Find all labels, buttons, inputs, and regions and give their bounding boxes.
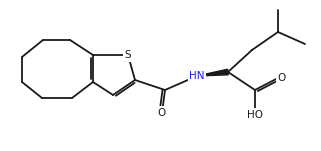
- Text: O: O: [158, 108, 166, 118]
- Text: O: O: [278, 73, 286, 83]
- Text: HN: HN: [189, 71, 205, 81]
- Polygon shape: [197, 69, 228, 76]
- Text: HO: HO: [247, 110, 263, 120]
- Text: S: S: [125, 50, 131, 60]
